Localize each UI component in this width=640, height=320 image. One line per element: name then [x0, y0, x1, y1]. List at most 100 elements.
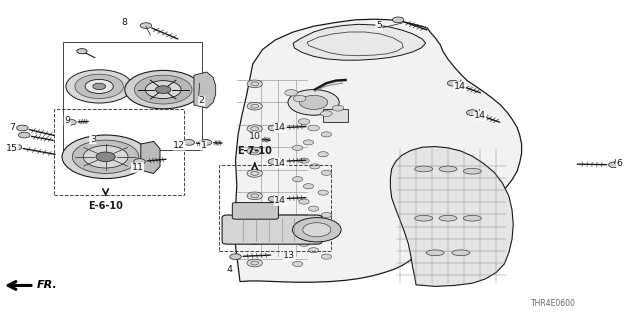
Circle shape	[134, 75, 192, 104]
Circle shape	[303, 223, 331, 237]
Ellipse shape	[463, 168, 481, 174]
FancyBboxPatch shape	[232, 203, 278, 219]
FancyBboxPatch shape	[222, 215, 322, 244]
Text: 15: 15	[6, 144, 18, 153]
Circle shape	[200, 140, 212, 145]
Circle shape	[93, 83, 106, 90]
Text: 12: 12	[173, 141, 185, 150]
Circle shape	[230, 254, 241, 260]
Bar	[54, 109, 184, 195]
Polygon shape	[141, 141, 160, 173]
Circle shape	[66, 70, 132, 103]
Text: 11: 11	[132, 163, 143, 172]
Circle shape	[392, 17, 404, 23]
Circle shape	[308, 206, 319, 211]
Circle shape	[62, 135, 149, 179]
Circle shape	[303, 140, 314, 145]
Circle shape	[292, 177, 303, 182]
Circle shape	[318, 152, 328, 157]
Circle shape	[321, 212, 332, 218]
Text: E-7-10: E-7-10	[237, 146, 272, 156]
Circle shape	[288, 90, 339, 115]
Circle shape	[247, 237, 262, 244]
Circle shape	[85, 79, 113, 93]
Circle shape	[310, 164, 320, 169]
Circle shape	[447, 80, 459, 86]
Bar	[219, 165, 331, 251]
Circle shape	[247, 259, 262, 267]
Text: 13: 13	[284, 252, 295, 260]
Circle shape	[156, 86, 171, 93]
Circle shape	[321, 254, 332, 259]
Text: 14: 14	[474, 111, 486, 120]
Ellipse shape	[439, 166, 457, 172]
Circle shape	[318, 190, 328, 195]
Circle shape	[10, 144, 22, 150]
Circle shape	[19, 132, 30, 138]
Text: 6: 6	[616, 159, 623, 168]
Polygon shape	[390, 147, 513, 286]
Circle shape	[96, 152, 115, 162]
Circle shape	[247, 125, 262, 132]
Circle shape	[298, 119, 310, 124]
Circle shape	[467, 110, 478, 116]
Circle shape	[247, 170, 262, 177]
Circle shape	[268, 125, 280, 131]
Ellipse shape	[452, 250, 470, 256]
Circle shape	[247, 80, 262, 88]
Text: 9: 9	[64, 116, 70, 125]
Circle shape	[249, 135, 260, 141]
Text: 14: 14	[275, 196, 286, 205]
Circle shape	[268, 196, 280, 202]
Circle shape	[300, 95, 328, 109]
Circle shape	[292, 218, 341, 242]
Circle shape	[292, 228, 303, 234]
Circle shape	[292, 261, 303, 267]
Polygon shape	[234, 19, 522, 282]
Circle shape	[321, 170, 332, 175]
Circle shape	[609, 162, 620, 168]
Text: THR4E0600: THR4E0600	[531, 299, 576, 308]
Circle shape	[134, 159, 145, 164]
Circle shape	[125, 70, 202, 109]
Circle shape	[268, 159, 280, 164]
Circle shape	[183, 140, 195, 145]
Circle shape	[72, 140, 139, 173]
Circle shape	[321, 132, 332, 137]
Text: 14: 14	[275, 124, 286, 132]
Circle shape	[308, 125, 319, 131]
Ellipse shape	[439, 215, 457, 221]
Circle shape	[321, 111, 332, 116]
Circle shape	[140, 23, 152, 28]
Circle shape	[247, 214, 262, 222]
Circle shape	[303, 221, 314, 226]
Circle shape	[247, 147, 262, 155]
Circle shape	[65, 119, 76, 125]
Text: E-6-10: E-6-10	[88, 201, 123, 211]
Ellipse shape	[415, 166, 433, 172]
Circle shape	[75, 74, 124, 99]
Circle shape	[77, 49, 87, 54]
Circle shape	[303, 184, 314, 189]
Ellipse shape	[426, 250, 444, 256]
Text: FR.: FR.	[37, 280, 58, 291]
Polygon shape	[293, 24, 426, 60]
Circle shape	[332, 105, 344, 111]
Circle shape	[247, 192, 262, 200]
Text: 3: 3	[90, 135, 96, 144]
Circle shape	[145, 81, 181, 99]
Ellipse shape	[415, 215, 433, 221]
Circle shape	[299, 241, 309, 246]
Circle shape	[318, 234, 328, 239]
Text: 14: 14	[275, 159, 286, 168]
Text: 5: 5	[376, 21, 382, 30]
Polygon shape	[194, 72, 216, 108]
Text: 4: 4	[226, 265, 232, 274]
Circle shape	[83, 146, 128, 168]
Circle shape	[285, 90, 298, 96]
Bar	[323, 109, 348, 122]
Circle shape	[299, 158, 309, 163]
Ellipse shape	[463, 215, 481, 221]
Text: 1: 1	[200, 141, 207, 150]
Circle shape	[17, 125, 28, 131]
